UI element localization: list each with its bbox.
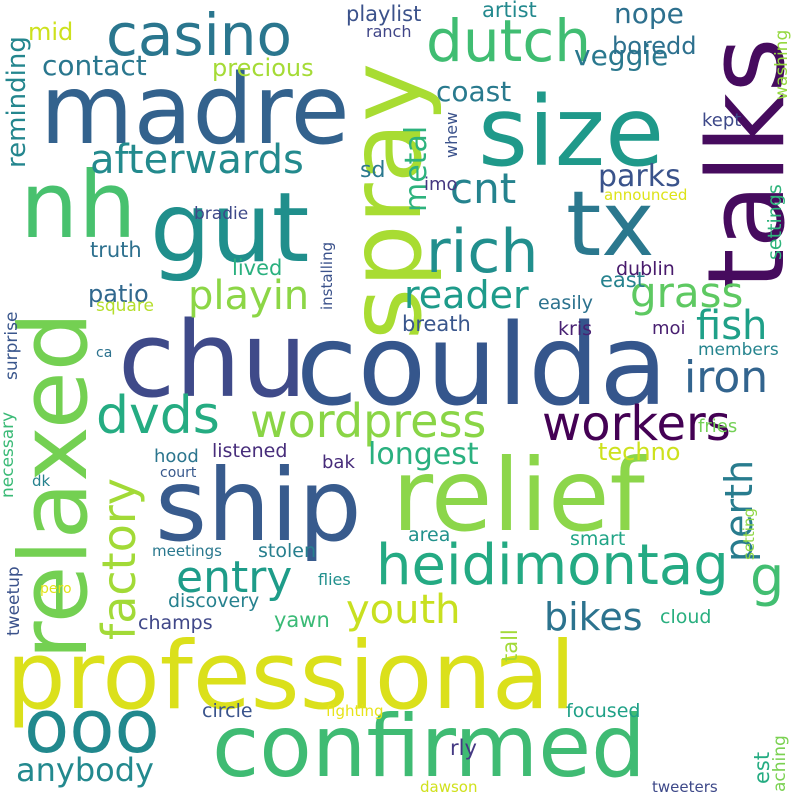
word-reader: reader bbox=[404, 273, 529, 317]
word-kept: kept bbox=[702, 110, 742, 131]
word-discovery: discovery bbox=[168, 590, 260, 612]
word-est: est bbox=[750, 751, 774, 784]
word-bikes: bikes bbox=[544, 595, 643, 639]
word-entry: entry bbox=[176, 552, 293, 603]
word-dk: dk bbox=[32, 472, 51, 490]
word-square: square bbox=[96, 296, 154, 316]
word-factory: factory bbox=[92, 478, 146, 640]
word-dublin: dublin bbox=[616, 258, 675, 280]
word-listened: listened bbox=[212, 440, 288, 462]
word-workers: workers bbox=[542, 396, 731, 452]
word-breath: breath bbox=[402, 312, 471, 336]
word-meetings: meetings bbox=[152, 542, 222, 560]
word-patio: patio bbox=[88, 280, 149, 308]
word-casino: casino bbox=[106, 1, 293, 69]
word-parks: parks bbox=[598, 159, 681, 194]
word-boredd: boredd bbox=[612, 32, 697, 60]
word-fries: fries bbox=[698, 416, 738, 437]
word-playlist: playlist bbox=[346, 2, 422, 26]
word-precious: precious bbox=[212, 54, 314, 82]
word-tall: tall bbox=[498, 629, 522, 662]
word-cnt: cnt bbox=[450, 164, 517, 213]
word-techno: techno bbox=[598, 438, 681, 466]
word-professional: professional bbox=[6, 622, 576, 731]
word-sd: sd bbox=[360, 158, 386, 183]
word-relief: relief bbox=[392, 437, 645, 554]
word-wordpress: wordpress bbox=[250, 394, 487, 448]
word-ooo: ooo bbox=[24, 684, 160, 770]
word-area: area bbox=[408, 524, 451, 546]
word-settings: settings bbox=[764, 184, 786, 260]
word-nope: nope bbox=[614, 0, 684, 30]
word-bak: bak bbox=[322, 452, 355, 473]
word-grass: grass bbox=[630, 268, 744, 317]
word-flies: flies bbox=[318, 570, 351, 589]
word-washing: washing bbox=[772, 29, 792, 100]
word-chu: chu bbox=[118, 299, 308, 421]
word-tweeters: tweeters bbox=[652, 778, 718, 796]
word-ranch: ranch bbox=[366, 22, 412, 41]
word-iron: iron bbox=[684, 352, 769, 403]
word-court: court bbox=[160, 465, 197, 481]
word-afterwards: afterwards bbox=[90, 137, 304, 183]
word-lived: lived bbox=[232, 256, 283, 280]
word-circle: circle bbox=[202, 700, 253, 722]
word-youth: youth bbox=[346, 587, 461, 633]
word-heidimontag: heidimontag bbox=[376, 533, 729, 598]
word-members: members bbox=[698, 340, 779, 360]
word-reminding: reminding bbox=[2, 36, 32, 168]
word-ca: ca bbox=[96, 345, 113, 361]
word-dutch: dutch bbox=[426, 7, 591, 75]
word-cloud: cloud bbox=[660, 606, 712, 628]
word-installing: installing bbox=[318, 241, 336, 310]
word-dawson: dawson bbox=[420, 778, 478, 796]
word-anybody: anybody bbox=[16, 751, 154, 789]
word-whew: whew bbox=[442, 111, 461, 158]
word-ship: ship bbox=[155, 447, 362, 564]
word-coast: coast bbox=[436, 75, 512, 108]
word-longest: longest bbox=[368, 437, 479, 472]
word-g: g bbox=[750, 545, 785, 608]
word-metal: metal bbox=[399, 125, 434, 212]
word-east: east bbox=[600, 268, 645, 292]
word-fish: fish bbox=[696, 303, 768, 349]
word-fighting: fighting bbox=[326, 702, 384, 720]
word-tx: tx bbox=[566, 172, 655, 277]
word-rly: rly bbox=[450, 736, 477, 760]
word-stolen: stolen bbox=[258, 540, 316, 562]
word-kris: kris bbox=[558, 318, 592, 340]
word-bradie: bradie bbox=[194, 204, 249, 224]
word-surprise: surprise bbox=[2, 311, 22, 380]
word-nh: nh bbox=[20, 152, 137, 259]
word-hood: hood bbox=[154, 446, 199, 467]
word-smart: smart bbox=[570, 528, 626, 550]
word-pero: pero bbox=[40, 581, 72, 597]
word-aching: aching bbox=[770, 735, 790, 792]
word-gut: gut bbox=[150, 172, 310, 284]
word-champs: champs bbox=[138, 612, 213, 634]
word-moi: moi bbox=[652, 318, 686, 339]
word-veggie: veggie bbox=[574, 39, 669, 72]
word-madre: madre bbox=[40, 54, 350, 166]
word-necessary: necessary bbox=[0, 411, 18, 498]
word-focused: focused bbox=[566, 700, 641, 722]
word-coulda: coulda bbox=[296, 301, 668, 431]
word-mid: mid bbox=[28, 18, 74, 46]
word-tweetup: tweetup bbox=[4, 566, 24, 636]
word-truth: truth bbox=[90, 238, 142, 262]
word-setting: setting bbox=[740, 507, 758, 560]
word-playin: playin bbox=[188, 273, 310, 319]
word-dvds: dvds bbox=[96, 386, 220, 446]
word-artist: artist bbox=[482, 0, 537, 22]
word-easily: easily bbox=[538, 292, 594, 314]
word-rich: rich bbox=[426, 217, 539, 287]
word-size: size bbox=[478, 76, 665, 188]
word-contact: contact bbox=[42, 49, 147, 82]
word-yawn: yawn bbox=[274, 608, 330, 632]
word-imo: imo bbox=[424, 174, 458, 195]
word-confirmed: confirmed bbox=[212, 697, 646, 797]
word-announced: announced bbox=[604, 186, 688, 204]
